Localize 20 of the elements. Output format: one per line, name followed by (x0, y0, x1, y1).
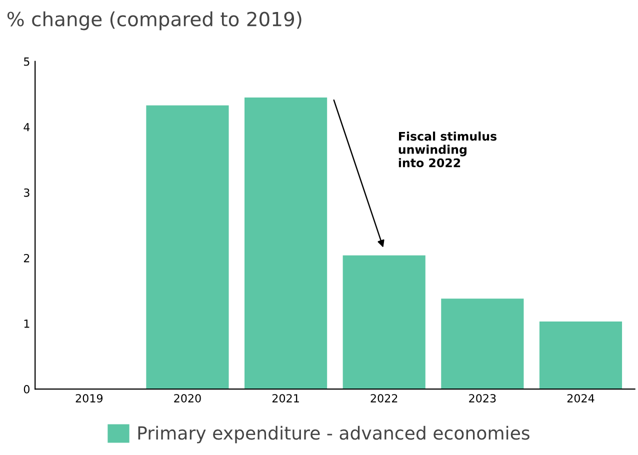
x-tick-label: 2022 (370, 394, 398, 402)
y-tick-label: 2 (24, 254, 30, 262)
bar (244, 97, 328, 390)
y-tick-label: 4 (24, 123, 30, 132)
y-tick-label: 1 (24, 320, 30, 328)
bar (146, 105, 229, 390)
bar (342, 255, 426, 390)
bar (539, 322, 622, 390)
y-tick-label: 0 (24, 385, 30, 394)
chart-title: % change (compared to 2019) (7, 11, 302, 30)
annotation: Fiscal stimulus unwinding into 2022 (398, 132, 497, 168)
x-tick-label: 2021 (272, 394, 299, 402)
bar (441, 298, 524, 390)
x-tick-label: 2024 (567, 394, 594, 402)
y-tick-label: 5 (24, 58, 30, 66)
y-tick-label: 3 (24, 188, 30, 197)
x-tick-label: 2020 (174, 394, 201, 402)
x-tick-label: 2023 (469, 394, 496, 402)
x-tick-label: 2019 (76, 394, 103, 402)
legend-label: Primary expenditure - advanced economies (138, 426, 530, 444)
